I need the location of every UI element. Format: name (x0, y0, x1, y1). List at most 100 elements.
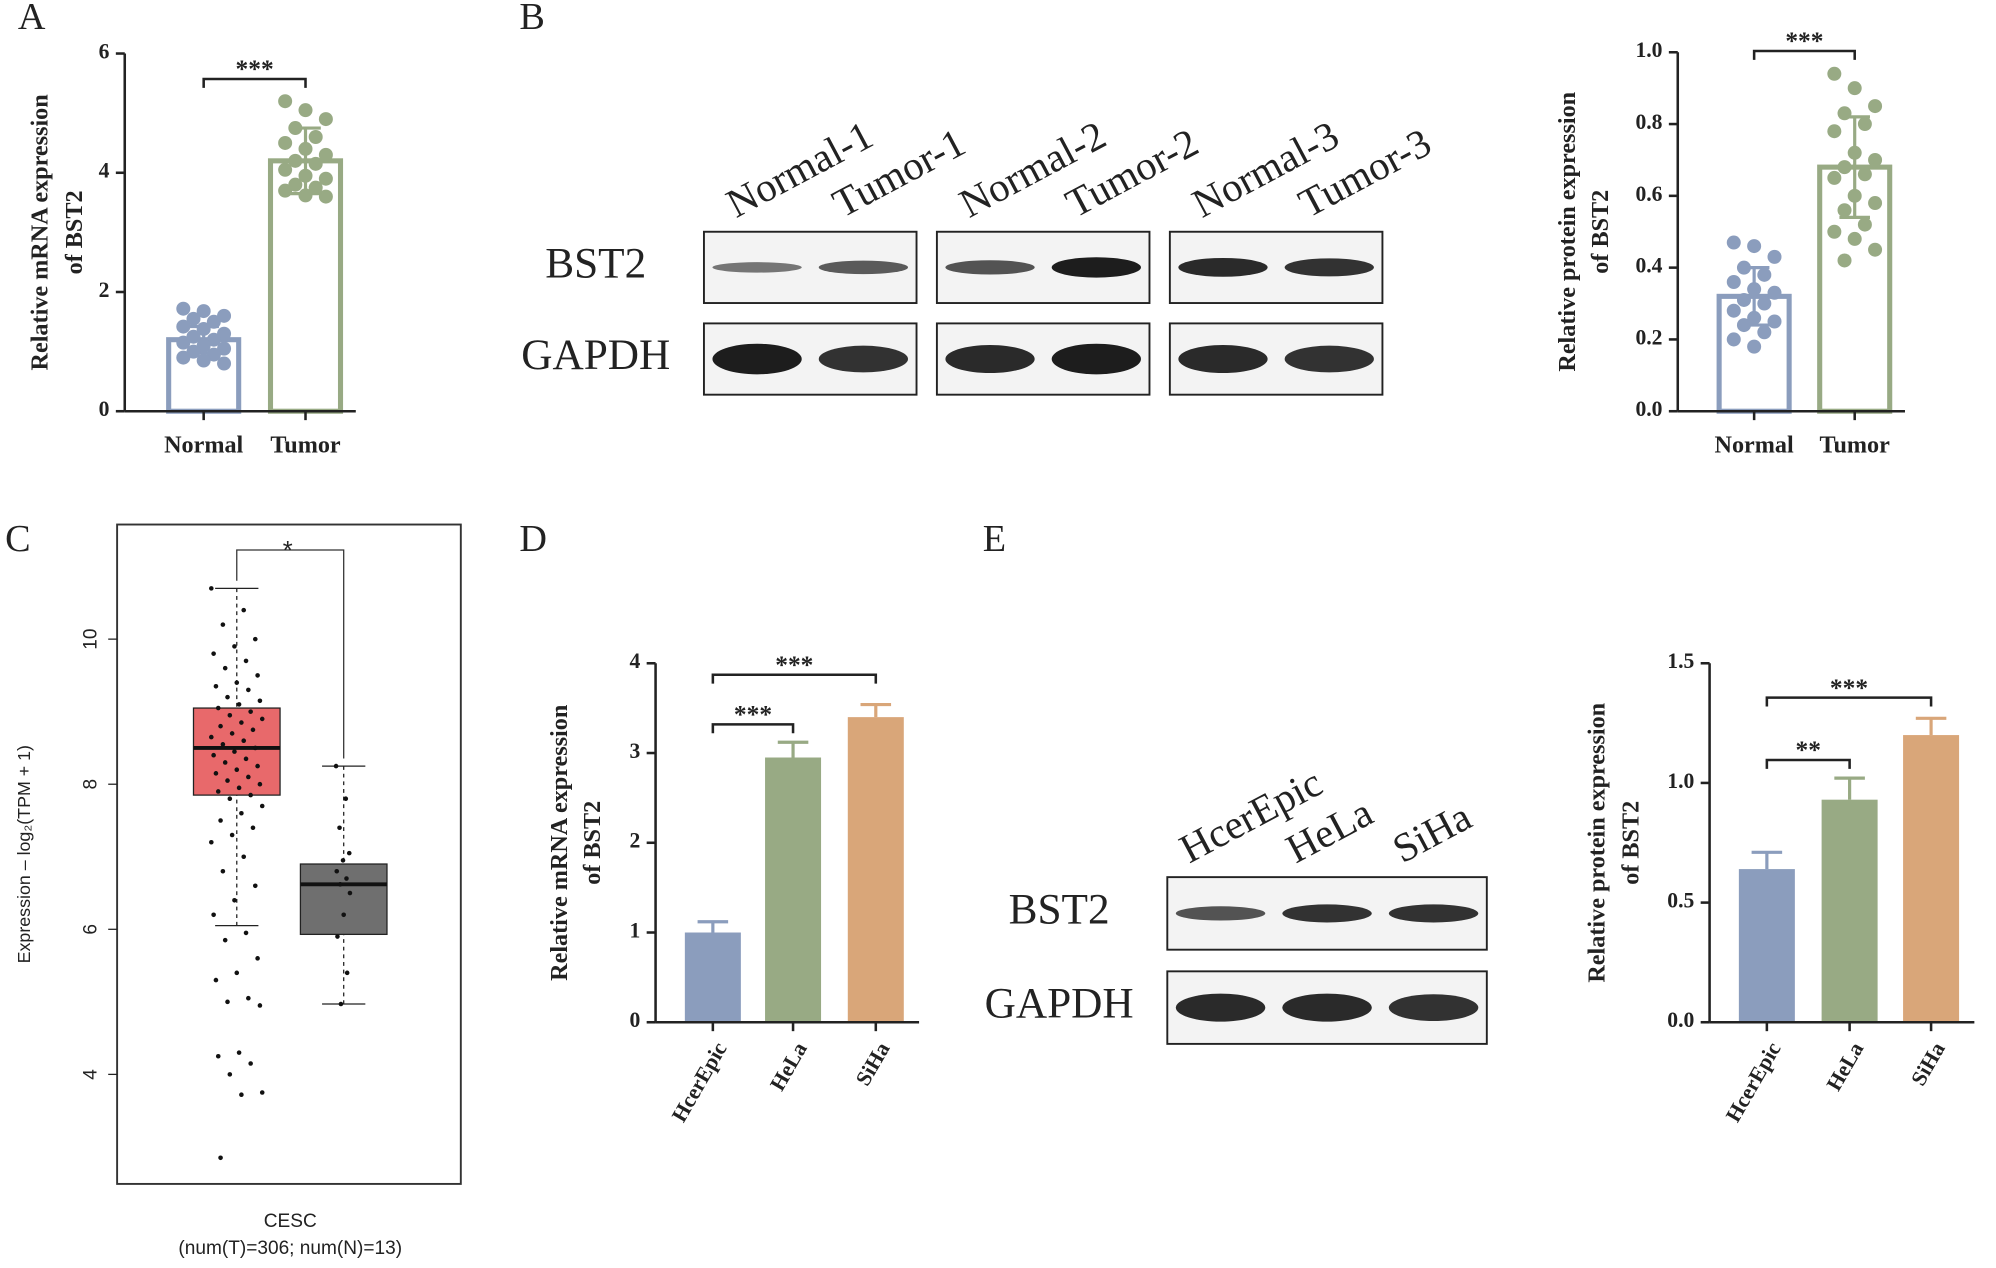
data-point (209, 734, 214, 740)
data-point (209, 586, 214, 591)
data-point (218, 1155, 223, 1161)
data-point (217, 326, 232, 341)
data-point (220, 868, 226, 874)
data-point (234, 767, 240, 773)
box (192, 707, 281, 796)
significance-bracket (1765, 758, 1851, 769)
data-point (227, 796, 233, 802)
bar (1738, 869, 1795, 1023)
data-point (1767, 285, 1782, 300)
y-tick-label: 1.5 (1667, 649, 1694, 673)
data-point (234, 680, 240, 685)
data-point (344, 970, 350, 976)
data-point (196, 353, 211, 368)
data-point (318, 189, 333, 204)
data-point (337, 825, 342, 831)
data-point (213, 771, 219, 776)
data-point (1837, 253, 1852, 268)
y-tick-label: 0 (99, 397, 110, 421)
y-axis-title: of BST2 (579, 801, 606, 885)
significance-label: *** (1785, 26, 1823, 55)
data-point (1868, 152, 1883, 167)
bar (765, 757, 822, 1023)
data-point (346, 850, 352, 856)
y-tick-label: 4 (99, 159, 110, 183)
y-axis-title: Relative protein expression (1583, 702, 1610, 982)
y-tick-label: 0.5 (1667, 889, 1694, 913)
plot-frame (116, 523, 462, 1185)
data-point (232, 644, 237, 649)
blot-band (712, 343, 802, 375)
data-point (239, 810, 244, 816)
data-point (338, 1001, 344, 1007)
data-point (248, 792, 253, 798)
data-point (218, 818, 223, 823)
data-point (227, 1072, 233, 1077)
blot-band (1388, 904, 1479, 923)
data-point (196, 338, 211, 353)
data-point (1847, 188, 1862, 203)
significance-label: * (283, 537, 293, 565)
data-point (236, 1050, 242, 1055)
data-point (225, 694, 230, 700)
blot-band (818, 260, 909, 275)
data-point (257, 698, 263, 704)
data-point (220, 622, 226, 627)
data-point (229, 832, 235, 838)
data-point (1847, 81, 1862, 96)
panel-label: B (519, 0, 544, 38)
data-point (222, 760, 228, 765)
data-point (288, 121, 303, 136)
blot-band (1282, 993, 1372, 1022)
data-point (341, 912, 346, 918)
x-tick-label: Normal (164, 431, 243, 458)
data-point (211, 912, 216, 918)
y-tick-label: 1.0 (1635, 38, 1662, 62)
data-point (333, 763, 339, 769)
y-axis-title: Relative mRNA expression (27, 94, 54, 371)
y-tick-label: 10 (81, 629, 102, 650)
blot-band (1284, 258, 1374, 277)
blot-row-label: BST2 (545, 239, 646, 287)
y-tick-label: 8 (81, 779, 102, 790)
data-point (1757, 267, 1772, 282)
data-point (243, 658, 249, 664)
y-axis-title: of BST2 (61, 190, 88, 274)
data-point (213, 683, 219, 689)
y-axis-title: of BST2 (1587, 190, 1614, 274)
data-point (217, 356, 232, 371)
data-point (206, 332, 221, 347)
data-point (213, 977, 219, 983)
data-point (234, 970, 240, 976)
data-point (186, 311, 201, 326)
data-point (318, 112, 333, 127)
data-point (1726, 303, 1741, 318)
data-point (217, 308, 232, 323)
data-point (298, 168, 313, 183)
data-point (209, 839, 214, 845)
significance-bracket (1765, 696, 1933, 707)
significance-bracket (236, 549, 345, 759)
data-point (1868, 99, 1883, 114)
data-point (255, 956, 260, 961)
significance-label: *** (1830, 673, 1868, 702)
data-point (250, 727, 256, 733)
data-point (196, 304, 211, 319)
data-point (347, 890, 353, 896)
data-point (246, 774, 251, 780)
data-point (1767, 249, 1782, 264)
data-point (1837, 106, 1852, 121)
data-point (259, 803, 265, 809)
y-axis-title: of BST2 (1618, 801, 1645, 885)
data-point (1736, 260, 1751, 275)
data-point (196, 321, 211, 336)
y-tick-label: 6 (81, 924, 102, 935)
data-point (1868, 242, 1883, 257)
blot-band (945, 345, 1035, 374)
data-point (186, 329, 201, 344)
bar (1821, 799, 1878, 1023)
data-point (227, 713, 233, 718)
data-point (186, 344, 201, 359)
data-point (206, 314, 221, 329)
